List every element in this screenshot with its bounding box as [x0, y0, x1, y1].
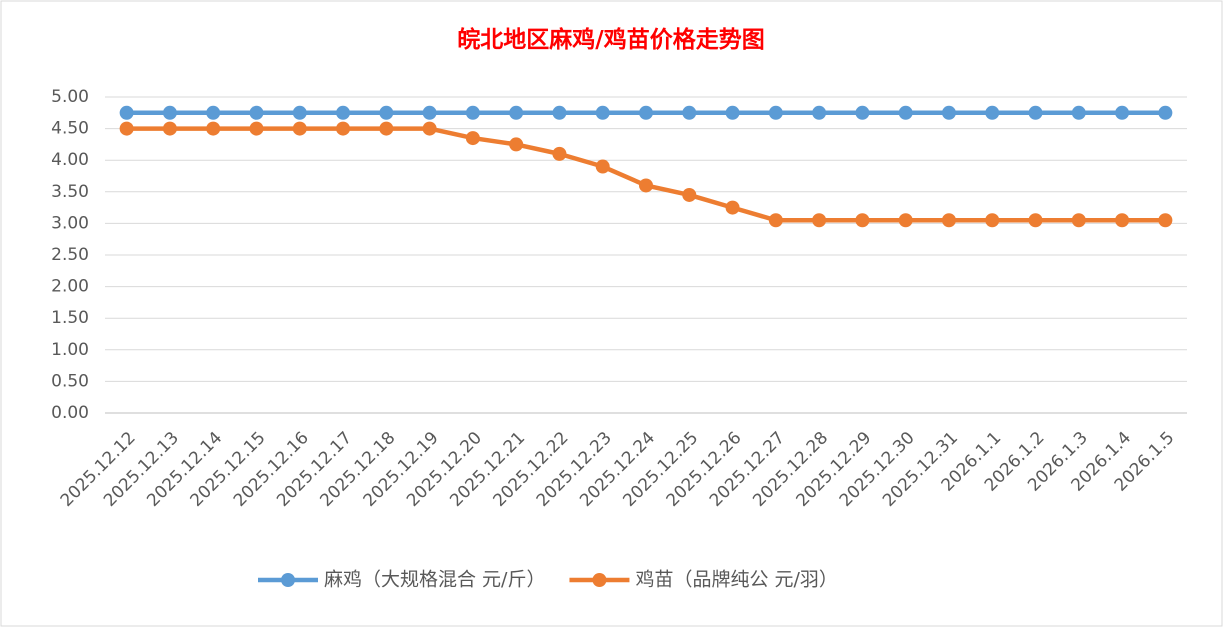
point [119, 105, 134, 120]
point [249, 121, 264, 136]
point [898, 213, 913, 228]
point [898, 105, 913, 120]
point [1071, 105, 1086, 120]
y-tick-label: 4.50 [51, 119, 89, 139]
point [465, 105, 480, 120]
y-tick-label: 0.50 [51, 371, 89, 391]
point [509, 105, 524, 120]
point [162, 105, 177, 120]
point [639, 105, 653, 120]
legend-marker [281, 573, 295, 587]
point [422, 105, 437, 120]
chart-title: 皖北地区麻鸡/鸡苗价格走势图 [457, 26, 764, 53]
point [768, 105, 783, 120]
point [639, 178, 653, 193]
point [595, 105, 610, 120]
point [206, 121, 221, 136]
y-tick-label: 2.50 [51, 245, 89, 265]
y-tick-label: 3.50 [51, 182, 89, 202]
point [985, 105, 1000, 120]
point [985, 213, 1000, 228]
point [941, 213, 956, 228]
point [249, 105, 264, 120]
point [292, 105, 307, 120]
point [379, 121, 394, 136]
point [941, 105, 956, 120]
point [336, 121, 351, 136]
point [812, 105, 827, 120]
point [682, 187, 697, 202]
point [1071, 213, 1086, 228]
point [855, 213, 870, 228]
point [422, 121, 437, 136]
point [552, 105, 567, 120]
point [855, 105, 870, 120]
point [292, 121, 307, 136]
y-tick-label: 4.00 [51, 150, 89, 170]
legend-label: 麻鸡（大规格混合 元/斤） [324, 569, 545, 591]
y-tick-label: 1.50 [51, 308, 89, 328]
y-tick-label: 3.00 [51, 213, 89, 233]
point [1115, 213, 1130, 228]
point [812, 213, 827, 228]
point [1158, 105, 1173, 120]
point [119, 121, 134, 136]
y-tick-label: 0.00 [51, 403, 89, 423]
point [725, 105, 740, 120]
y-tick-label: 2.00 [51, 277, 89, 297]
point [552, 146, 567, 161]
point [336, 105, 351, 120]
point [379, 105, 394, 120]
y-tick-label: 1.00 [51, 340, 89, 360]
point [206, 105, 221, 120]
point [1028, 213, 1043, 228]
legend-label: 鸡苗（品牌纯公 元/羽） [635, 569, 837, 591]
point [1028, 105, 1043, 120]
point [595, 159, 610, 174]
legend-marker [592, 573, 607, 587]
point [509, 137, 524, 152]
point [162, 121, 177, 136]
point [1115, 105, 1130, 120]
y-tick-label: 5.00 [51, 87, 89, 107]
point [768, 213, 783, 228]
point [725, 200, 740, 215]
point [465, 131, 480, 146]
point [1158, 213, 1173, 228]
point [682, 105, 697, 120]
